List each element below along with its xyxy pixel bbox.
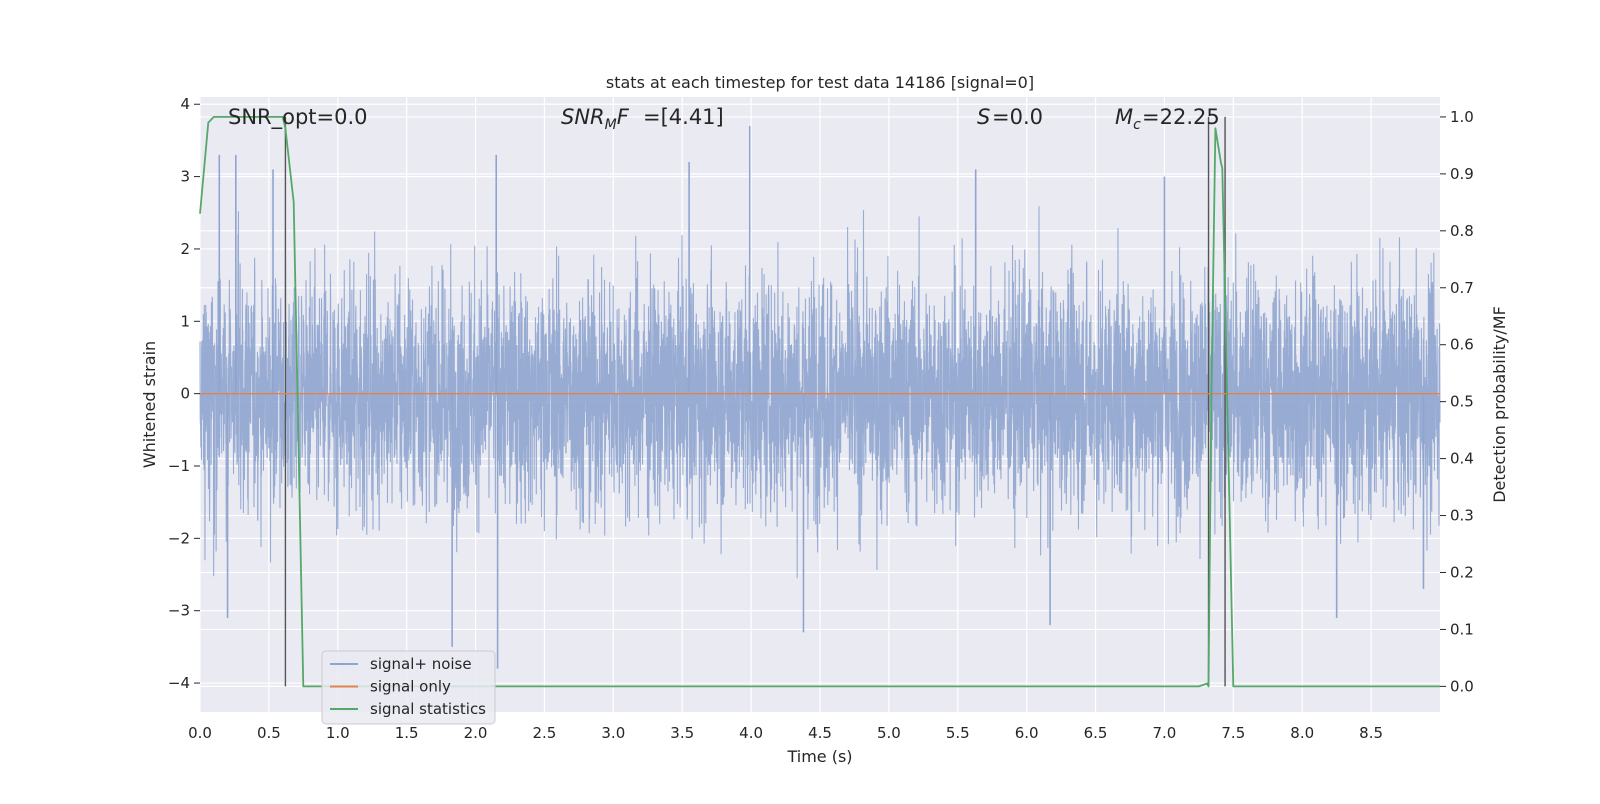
x-tick-label: 7.0: [1153, 724, 1177, 742]
s-annotation: S =0.0: [977, 105, 1043, 129]
x-tick-label: 0.5: [257, 724, 281, 742]
mc-annotation: Mc =22.25: [1115, 105, 1220, 133]
x-axis-label: Time (s): [786, 747, 852, 766]
y2-tick-label: 0.0: [1450, 677, 1474, 695]
legend-entry-signal-only: signal only: [370, 678, 451, 696]
y-tick-label: 2: [180, 240, 190, 258]
y-tick-label: −2: [168, 529, 190, 547]
x-tick-label: 1.5: [395, 724, 419, 742]
x-tick-label: 4.0: [739, 724, 763, 742]
chart-title: stats at each timestep for test data 141…: [606, 73, 1034, 92]
snr-mf-annotation: SNRMF =[4.41]: [561, 105, 724, 133]
x-tick-label: 8.5: [1359, 724, 1383, 742]
y-tick-label: −1: [168, 457, 190, 475]
x-tick-label: 6.5: [1084, 724, 1108, 742]
y-tick-label: 1: [180, 312, 190, 330]
snr-opt-annotation: SNR_opt=0.0: [228, 105, 368, 130]
y2-tick-label: 0.7: [1450, 279, 1474, 297]
signal-noise-series: [199, 125, 1441, 669]
x-tick-label: 6.0: [1015, 724, 1039, 742]
x-tick-label: 7.5: [1221, 724, 1245, 742]
y2-tick-label: 0.9: [1450, 165, 1474, 183]
y-axis-label: Whitened strain: [140, 341, 159, 468]
signal-noise-trace: [199, 206, 1441, 579]
x-tick-label: 3.5: [670, 724, 694, 742]
snr-mf-value: =[4.41]: [643, 105, 724, 129]
y2-tick-label: 0.4: [1450, 450, 1474, 468]
y2-tick-label: 0.5: [1450, 393, 1474, 411]
x-tick-label: 2.5: [533, 724, 557, 742]
x-tick-label: 2.0: [464, 724, 488, 742]
x-tick-label: 8.0: [1290, 724, 1314, 742]
vertical-markers: [284, 116, 1226, 687]
y-tick-label: 3: [180, 168, 190, 186]
legend-entry-signal-statistics: signal statistics: [370, 700, 486, 718]
y2-tick-label: 0.3: [1450, 507, 1474, 525]
y-tick-label: 4: [180, 95, 190, 113]
legend-box: [321, 650, 496, 725]
s-value: =0.0: [992, 105, 1043, 129]
x-tick-label: 4.5: [808, 724, 832, 742]
y2-tick-label: 0.2: [1450, 563, 1474, 581]
snr-mf-symbol: SNRMF: [561, 105, 630, 133]
x-tick-label: 0.0: [188, 724, 212, 742]
mc-value: =22.25: [1142, 105, 1220, 129]
y2-tick-label: 0.8: [1450, 222, 1474, 240]
y2-tick-label: 1.0: [1450, 108, 1474, 126]
x-tick-label: 5.0: [877, 724, 901, 742]
tick-labels: 0.0 0.5 1.0 1.5 2.0 2.5 3.0 3.5 4.0 4.5 5.0 5.5 6.0 6…: [168, 95, 1474, 742]
x-tick-label: 1.0: [326, 724, 350, 742]
y2-axis-label: Detection probability/MF: [1490, 306, 1509, 503]
legend-entry-signal-noise: signal+ noise: [370, 655, 472, 673]
legend: signal+ noise signal only signal statist…: [321, 650, 496, 725]
s-symbol: S: [977, 105, 990, 129]
y-tick-label: 0: [180, 385, 190, 403]
x-tick-label: 3.0: [601, 724, 625, 742]
y2-tick-label: 0.1: [1450, 620, 1474, 638]
signal-statistics-line: [199, 116, 1440, 688]
y2-tick-label: 0.6: [1450, 336, 1474, 354]
x-tick-label: 5.5: [946, 724, 970, 742]
y-tick-label: −4: [168, 674, 190, 692]
y-tick-label: −3: [168, 602, 190, 620]
